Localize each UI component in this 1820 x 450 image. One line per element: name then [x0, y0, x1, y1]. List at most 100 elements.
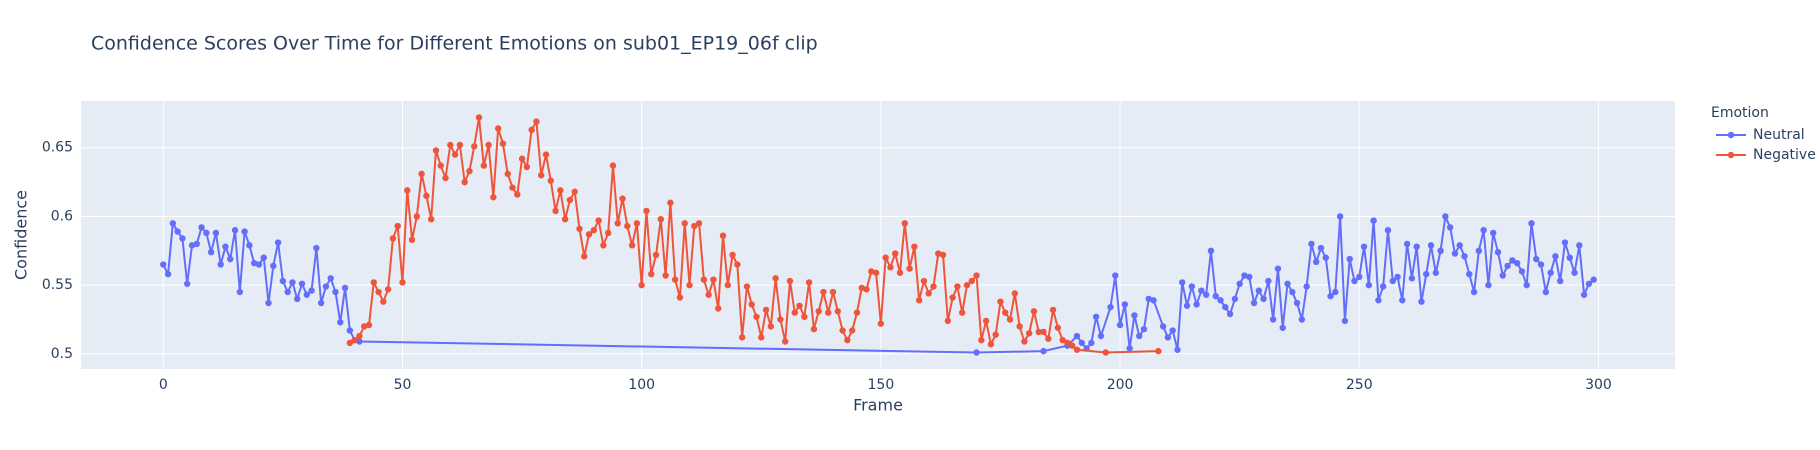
data-point: [1413, 243, 1420, 250]
data-point: [447, 141, 454, 149]
data-point: [648, 270, 655, 278]
data-point: [1542, 288, 1550, 296]
data-point: [557, 187, 564, 194]
data-point: [193, 240, 200, 248]
data-point: [844, 336, 851, 344]
data-point: [270, 262, 277, 270]
data-point: [160, 261, 167, 268]
data-point: [1179, 279, 1186, 286]
data-point: [308, 287, 315, 294]
data-point: [1375, 297, 1382, 304]
data-point: [576, 225, 583, 233]
data-point: [198, 224, 205, 231]
data-point: [1537, 261, 1545, 268]
data-point: [1561, 239, 1569, 246]
data-point: [552, 207, 559, 215]
data-point: [571, 188, 578, 195]
data-point: [485, 141, 492, 149]
data-point: [614, 220, 621, 227]
data-point: [801, 313, 808, 320]
data-point: [1078, 339, 1085, 347]
data-point: [461, 178, 468, 186]
data-point: [346, 339, 354, 347]
data-point: [370, 279, 377, 286]
data-point: [1466, 270, 1473, 278]
data-point: [1547, 269, 1554, 276]
data-point: [1590, 276, 1597, 283]
data-point: [384, 286, 392, 293]
data-point: [671, 276, 679, 283]
data-point: [1370, 217, 1377, 224]
data-point: [1255, 287, 1262, 294]
data-point: [1222, 303, 1229, 311]
data-point: [346, 327, 354, 334]
data-point: [954, 283, 961, 290]
data-point: [566, 196, 574, 204]
data-point: [667, 199, 674, 206]
data-point: [1523, 281, 1530, 289]
data-point: [896, 269, 904, 276]
data-point: [1427, 242, 1435, 249]
data-point: [298, 280, 306, 287]
data-point: [164, 270, 172, 278]
y-tick-label: 0.6: [51, 208, 73, 224]
data-point: [1174, 346, 1181, 353]
data-point: [887, 264, 894, 271]
data-point: [241, 228, 248, 235]
data-point: [499, 140, 507, 147]
data-point: [332, 288, 339, 296]
data-point: [753, 313, 760, 320]
data-point: [1035, 328, 1042, 336]
data-point: [1341, 317, 1349, 325]
data-point: [1279, 324, 1286, 331]
data-point: [863, 286, 870, 293]
data-point: [389, 235, 397, 242]
data-point: [949, 294, 956, 301]
data-point: [1336, 213, 1344, 220]
data-point: [413, 213, 421, 220]
data-point: [451, 151, 459, 158]
data-point: [528, 126, 535, 134]
data-point: [217, 261, 224, 268]
data-point: [294, 295, 301, 303]
data-point: [303, 291, 311, 298]
data-point: [1298, 316, 1306, 323]
data-point: [523, 163, 531, 171]
legend-swatch-marker: [1727, 151, 1735, 159]
data-point: [274, 239, 282, 246]
x-tick-label: 200: [1107, 377, 1134, 393]
data-point: [265, 299, 272, 307]
data-point: [1126, 345, 1133, 352]
data-point: [169, 220, 177, 227]
data-point: [604, 229, 612, 237]
data-point: [456, 141, 464, 149]
data-point: [1418, 298, 1425, 305]
data-point: [920, 277, 928, 285]
data-point: [944, 317, 952, 325]
data-point: [1274, 265, 1282, 272]
data-point: [480, 162, 488, 169]
data-point: [1509, 257, 1516, 264]
data-point: [1265, 277, 1272, 285]
y-tick-label: 0.5: [51, 346, 73, 362]
data-point: [504, 170, 511, 178]
data-point: [1140, 325, 1148, 333]
data-point: [1073, 332, 1081, 340]
data-point: [1260, 295, 1267, 303]
data-point: [561, 215, 569, 223]
data-point: [1016, 323, 1023, 330]
data-point: [925, 290, 932, 297]
y-tick-label: 0.65: [42, 140, 73, 156]
data-point: [643, 207, 650, 215]
data-point: [695, 220, 703, 227]
data-point: [1446, 224, 1454, 231]
y-axis-title: Confidence: [12, 190, 31, 280]
y-tick-label: 0.55: [42, 277, 73, 293]
data-point: [973, 272, 980, 279]
data-point: [1289, 288, 1296, 296]
data-point: [1456, 242, 1463, 249]
data-point: [1231, 295, 1239, 303]
data-point: [1155, 347, 1162, 355]
data-point: [1293, 299, 1301, 307]
